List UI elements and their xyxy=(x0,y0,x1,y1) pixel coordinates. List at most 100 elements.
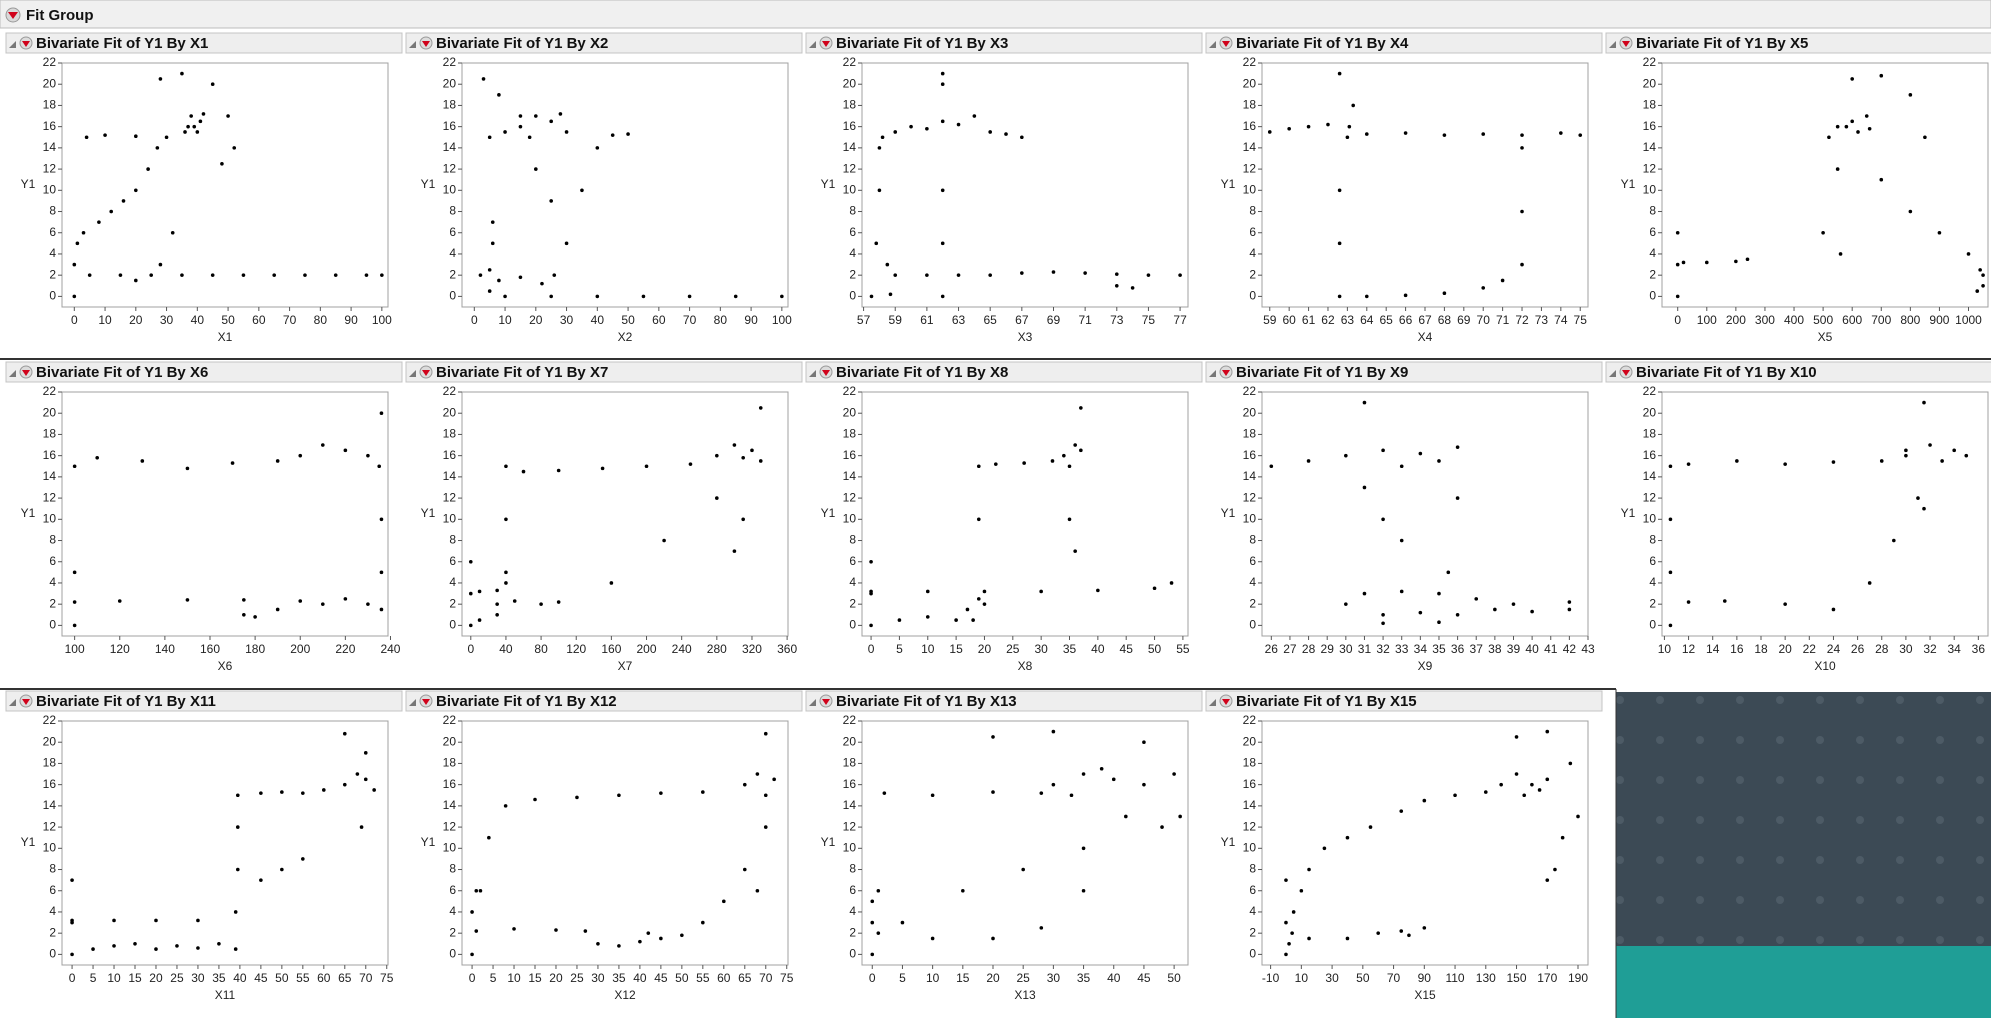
x-tick-label: 40 xyxy=(1525,642,1539,656)
x-tick-label: 160 xyxy=(601,642,621,656)
x-tick-label: 30 xyxy=(191,971,205,985)
point xyxy=(1978,268,1982,272)
point xyxy=(226,114,230,118)
point xyxy=(1073,443,1077,447)
x-tick-label: 36 xyxy=(1451,642,1465,656)
point xyxy=(321,602,325,606)
collapse-icon[interactable] xyxy=(1209,370,1216,377)
x-tick-label: 0 xyxy=(69,971,76,985)
x-tick-label: 20 xyxy=(529,313,543,327)
collapse-icon[interactable] xyxy=(409,699,416,706)
x-tick-label: 34 xyxy=(1948,642,1962,656)
point xyxy=(298,599,303,603)
point xyxy=(991,790,995,794)
point xyxy=(662,538,666,543)
panel-title-bar xyxy=(5,690,403,712)
y-tick-label: 16 xyxy=(843,777,857,791)
collapse-icon[interactable] xyxy=(409,370,416,377)
point xyxy=(97,220,101,224)
point xyxy=(1322,846,1327,851)
y-tick-label: 12 xyxy=(843,819,857,833)
point xyxy=(1838,252,1843,256)
point xyxy=(874,241,879,246)
x-tick-label: 16 xyxy=(1730,642,1744,656)
point xyxy=(893,273,898,277)
y-tick-label: 10 xyxy=(1643,511,1657,525)
point xyxy=(596,941,600,946)
point xyxy=(280,867,284,872)
point xyxy=(379,411,384,416)
point xyxy=(235,825,240,829)
collapse-icon[interactable] xyxy=(409,41,416,48)
x-tick-label: 70 xyxy=(683,313,697,327)
collapse-icon[interactable] xyxy=(809,699,816,706)
point xyxy=(146,167,150,171)
point xyxy=(742,867,747,872)
collapse-icon[interactable] xyxy=(1209,41,1216,48)
point xyxy=(1511,602,1516,606)
point xyxy=(134,188,138,193)
group-header xyxy=(0,0,1991,29)
x-tick-label: 25 xyxy=(570,971,584,985)
point xyxy=(1422,798,1427,803)
point xyxy=(600,466,605,471)
point xyxy=(185,466,190,471)
y-axis-label: Y1 xyxy=(1621,177,1636,191)
y-tick-label: 18 xyxy=(443,756,457,770)
x-tick-label: 73 xyxy=(1110,313,1124,327)
x-axis-label: X15 xyxy=(1414,988,1436,1002)
point xyxy=(1559,131,1563,135)
point xyxy=(638,939,642,944)
x-tick-label: 0 xyxy=(471,313,478,327)
x-tick-label: 59 xyxy=(889,313,903,327)
x-tick-label: 70 xyxy=(1387,971,1401,985)
y-tick-label: 22 xyxy=(1643,384,1657,398)
point xyxy=(1073,549,1077,553)
y-tick-label: 20 xyxy=(843,734,857,748)
y-tick-label: 6 xyxy=(49,883,56,897)
y-tick-label: 22 xyxy=(443,713,457,727)
point xyxy=(1021,867,1025,872)
collapse-icon[interactable] xyxy=(1209,699,1216,706)
point xyxy=(1067,517,1072,522)
point xyxy=(1567,600,1572,604)
x-tick-label: 22 xyxy=(1803,642,1817,656)
point xyxy=(117,599,122,603)
point xyxy=(1520,262,1524,267)
collapse-icon[interactable] xyxy=(809,41,816,48)
collapse-icon[interactable] xyxy=(9,699,16,706)
y-tick-label: 22 xyxy=(1643,55,1657,69)
x-tick-label: 35 xyxy=(1077,971,1091,985)
point xyxy=(84,135,89,140)
y-tick-label: 18 xyxy=(1243,98,1257,112)
point xyxy=(1062,453,1066,458)
x-tick-label: 26 xyxy=(1265,642,1279,656)
point xyxy=(956,273,961,277)
point xyxy=(1364,294,1369,299)
collapse-icon[interactable] xyxy=(1609,370,1616,377)
collapse-icon[interactable] xyxy=(9,41,16,48)
collapse-icon[interactable] xyxy=(9,370,16,377)
y-tick-label: 10 xyxy=(1243,511,1257,525)
point xyxy=(512,927,516,931)
x-tick-label: 75 xyxy=(1574,313,1588,327)
point xyxy=(1879,459,1884,463)
y-tick-label: 22 xyxy=(1243,55,1257,69)
point xyxy=(487,289,492,293)
x-tick-label: 61 xyxy=(1302,313,1316,327)
point xyxy=(1291,910,1296,914)
y-tick-label: 20 xyxy=(843,405,857,419)
x-tick-label: 170 xyxy=(1537,971,1557,985)
x-tick-label: 45 xyxy=(1120,642,1134,656)
plot-frame xyxy=(61,720,389,966)
point xyxy=(1675,230,1680,235)
y-tick-label: 4 xyxy=(849,246,856,260)
point xyxy=(233,910,238,914)
collapse-icon[interactable] xyxy=(809,370,816,377)
point xyxy=(1051,270,1056,274)
point xyxy=(1553,867,1557,872)
point xyxy=(954,618,958,622)
x-tick-label: 61 xyxy=(920,313,934,327)
collapse-icon[interactable] xyxy=(1609,41,1616,48)
x-tick-label: 160 xyxy=(200,642,220,656)
